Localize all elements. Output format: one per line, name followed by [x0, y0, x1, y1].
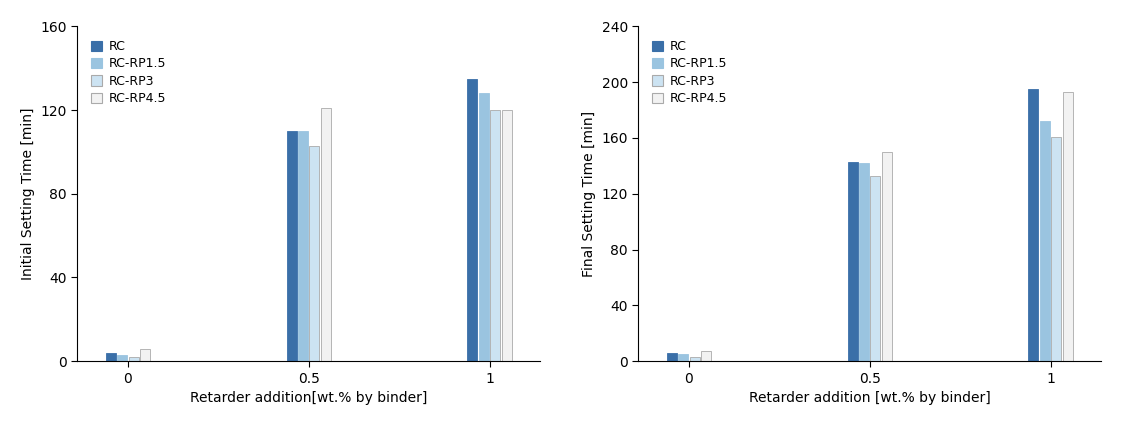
- Y-axis label: Initial Setting Time [min]: Initial Setting Time [min]: [21, 107, 35, 280]
- Bar: [871, 176, 881, 361]
- Bar: [502, 110, 512, 361]
- Bar: [479, 93, 489, 361]
- Legend: RC, RC-RP1.5, RC-RP3, RC-RP4.5: RC, RC-RP1.5, RC-RP3, RC-RP4.5: [644, 32, 735, 113]
- Bar: [859, 163, 870, 361]
- Bar: [847, 162, 857, 361]
- Bar: [117, 355, 127, 361]
- X-axis label: Retarder addition[wt.% by binder]: Retarder addition[wt.% by binder]: [190, 391, 427, 405]
- Y-axis label: Final Setting Time [min]: Final Setting Time [min]: [582, 111, 596, 277]
- Bar: [1063, 92, 1073, 361]
- Bar: [882, 152, 892, 361]
- Bar: [1040, 121, 1050, 361]
- Bar: [678, 354, 688, 361]
- Bar: [105, 353, 116, 361]
- Bar: [701, 351, 711, 361]
- Bar: [129, 357, 139, 361]
- X-axis label: Retarder addition [wt.% by binder]: Retarder addition [wt.% by binder]: [748, 391, 991, 405]
- Bar: [286, 131, 296, 361]
- Bar: [1029, 89, 1039, 361]
- Bar: [666, 353, 677, 361]
- Bar: [468, 79, 478, 361]
- Bar: [310, 146, 320, 361]
- Bar: [298, 131, 309, 361]
- Bar: [1051, 137, 1061, 361]
- Bar: [140, 348, 150, 361]
- Bar: [490, 110, 500, 361]
- Bar: [321, 108, 331, 361]
- Legend: RC, RC-RP1.5, RC-RP3, RC-RP4.5: RC, RC-RP1.5, RC-RP3, RC-RP4.5: [83, 32, 174, 113]
- Bar: [690, 357, 700, 361]
